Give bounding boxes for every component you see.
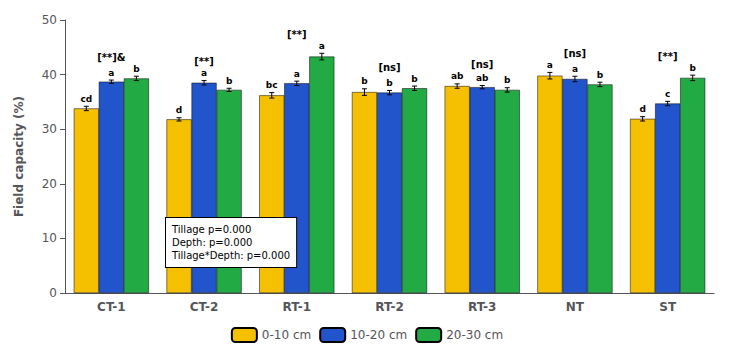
svg-text:bc: bc [266, 80, 278, 90]
svg-text:Tillage p=0.000: Tillage p=0.000 [171, 224, 251, 235]
svg-text:RT-1: RT-1 [283, 300, 311, 314]
svg-text:b: b [361, 76, 368, 86]
svg-text:10: 10 [42, 231, 57, 245]
svg-text:a: a [201, 68, 207, 78]
svg-text:b: b [386, 78, 393, 88]
svg-text:cd: cd [80, 94, 92, 104]
svg-text:c: c [665, 89, 670, 99]
svg-text:[**]&: [**]& [97, 52, 126, 63]
svg-text:a: a [572, 64, 578, 74]
svg-text:CT-1: CT-1 [97, 300, 126, 314]
svg-text:a: a [547, 60, 553, 70]
svg-text:b: b [689, 63, 696, 73]
svg-text:NT: NT [566, 300, 585, 314]
svg-text:a: a [108, 68, 114, 78]
svg-text:40: 40 [42, 68, 57, 82]
svg-text:b: b [133, 64, 140, 74]
svg-text:b: b [597, 70, 604, 80]
svg-text:10-20 cm: 10-20 cm [350, 328, 407, 342]
svg-text:[ns]: [ns] [564, 48, 586, 59]
svg-text:[ns]: [ns] [378, 62, 400, 73]
svg-text:ab: ab [451, 71, 464, 81]
svg-text:Field capacity (%): Field capacity (%) [12, 96, 26, 217]
svg-text:d: d [176, 105, 182, 115]
svg-text:Tillage*Depth: p=0.000: Tillage*Depth: p=0.000 [171, 250, 290, 261]
svg-text:[ns]: [ns] [471, 59, 493, 70]
svg-text:d: d [639, 104, 645, 114]
svg-text:20: 20 [42, 177, 57, 191]
svg-text:RT-3: RT-3 [468, 300, 496, 314]
svg-text:30: 30 [42, 122, 57, 136]
svg-text:[**]: [**] [287, 29, 307, 40]
svg-text:a: a [319, 41, 325, 51]
svg-text:b: b [226, 76, 233, 86]
svg-text:[**]: [**] [194, 56, 214, 67]
svg-text:RT-2: RT-2 [375, 300, 403, 314]
svg-text:0-10 cm: 0-10 cm [262, 328, 311, 342]
svg-text:b: b [504, 75, 511, 85]
svg-text:ab: ab [476, 73, 489, 83]
svg-text:0: 0 [49, 286, 57, 300]
svg-text:CT-2: CT-2 [190, 300, 219, 314]
svg-text:a: a [294, 69, 300, 79]
svg-text:50: 50 [42, 13, 57, 27]
svg-text:20-30 cm: 20-30 cm [446, 328, 503, 342]
svg-text:ST: ST [659, 300, 677, 314]
svg-text:b: b [411, 74, 418, 84]
svg-text:[**]: [**] [658, 51, 678, 62]
svg-text:Depth: p=0.000: Depth: p=0.000 [172, 237, 252, 248]
